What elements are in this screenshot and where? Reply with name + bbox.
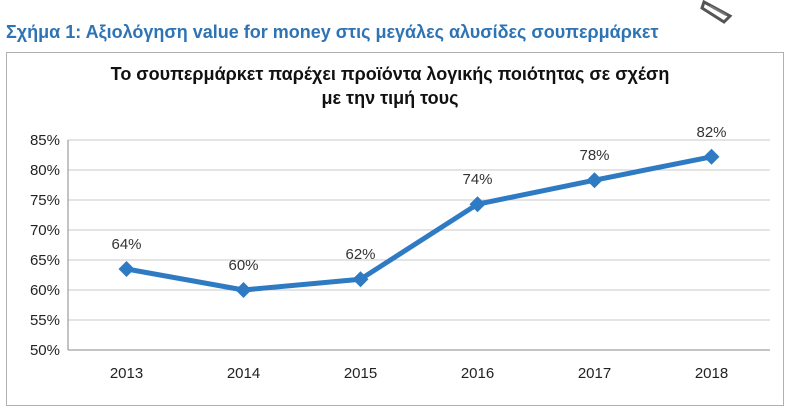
data-point-marker xyxy=(352,271,369,288)
data-point-marker xyxy=(235,282,252,298)
y-tick-label: 50% xyxy=(30,342,60,359)
y-tick-label: 55% xyxy=(30,312,60,329)
chart-title-line-1: Το σουπερμάρκετ παρέχει προϊόντα λογικής… xyxy=(110,64,670,84)
y-tick-label: 65% xyxy=(30,252,60,269)
y-tick-label: 70% xyxy=(30,222,60,239)
data-label: 82% xyxy=(696,124,726,141)
data-point-marker xyxy=(586,172,603,189)
y-tick-label: 60% xyxy=(30,282,60,299)
data-label: 62% xyxy=(345,246,375,263)
x-tick-label: 2017 xyxy=(578,365,611,382)
chart-frame xyxy=(6,52,784,406)
data-point-marker xyxy=(118,261,135,277)
series-line xyxy=(124,154,714,293)
x-tick-label: 2015 xyxy=(344,365,377,382)
y-tick-label: 80% xyxy=(30,162,60,179)
data-label: 78% xyxy=(579,147,609,164)
data-label: 60% xyxy=(228,257,258,274)
y-tick-label: 75% xyxy=(30,192,60,209)
data-label: 74% xyxy=(462,171,492,188)
data-point-marker xyxy=(703,148,720,165)
x-tick-label: 2018 xyxy=(695,365,728,382)
data-point-marker xyxy=(469,196,486,213)
figure-caption: Σχήμα 1: Αξιολόγηση value for money στις… xyxy=(6,22,659,42)
x-tick-label: 2013 xyxy=(110,365,143,382)
y-tick-label: 85% xyxy=(30,132,60,149)
x-tick-label: 2016 xyxy=(461,365,494,382)
x-tick-label: 2014 xyxy=(227,365,260,382)
paperclip-icon xyxy=(700,0,733,24)
chart-title-line-2: με την τιμή τους xyxy=(321,88,459,108)
chart-title: Το σουπερμάρκετ παρέχει προϊόντα λογικής… xyxy=(60,62,720,110)
data-label: 64% xyxy=(111,236,141,253)
